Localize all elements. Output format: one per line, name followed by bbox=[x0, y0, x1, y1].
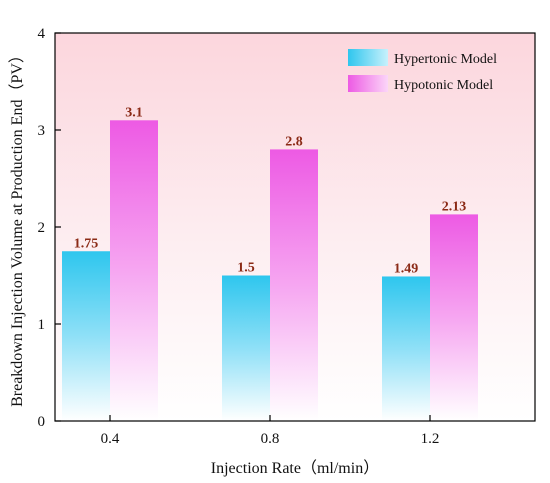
y-tick-label-3: 3 bbox=[38, 123, 46, 139]
bar-hypotonic-0 bbox=[110, 120, 158, 422]
data-label-hypotonic-0: 3.1 bbox=[125, 105, 143, 120]
data-labels-layer: 1.75 3.1 1.5 2.8 1.49 2.13 bbox=[74, 105, 467, 276]
data-label-hypertonic-0: 1.75 bbox=[74, 236, 99, 251]
x-axis: 0.4 0.8 1.2 bbox=[101, 415, 440, 447]
data-label-hypotonic-1: 2.8 bbox=[285, 134, 303, 149]
x-tick-label-0: 0.4 bbox=[101, 431, 120, 447]
legend-label-hypertonic: Hypertonic Model bbox=[394, 52, 497, 67]
data-label-hypertonic-1: 1.5 bbox=[237, 261, 255, 276]
y-tick-label-0: 0 bbox=[38, 414, 46, 430]
legend-label-hypotonic: Hypotonic Model bbox=[394, 78, 493, 93]
x-tick-label-2: 1.2 bbox=[421, 431, 440, 447]
bar-hypertonic-0 bbox=[62, 251, 110, 421]
x-tick-label-1: 0.8 bbox=[261, 431, 280, 447]
y-tick-label-1: 1 bbox=[38, 317, 46, 333]
legend-swatch-hypertonic bbox=[348, 49, 388, 66]
data-label-hypertonic-2: 1.49 bbox=[394, 261, 419, 276]
bars-layer bbox=[62, 120, 478, 422]
data-label-hypotonic-2: 2.13 bbox=[442, 199, 467, 214]
x-axis-title: Injection Rate（ml/min） bbox=[211, 459, 379, 477]
y-tick-label-4: 4 bbox=[38, 26, 46, 42]
y-axis: 0 1 2 3 4 bbox=[38, 26, 61, 430]
legend-swatch-hypotonic bbox=[348, 75, 388, 92]
bar-hypotonic-1 bbox=[270, 149, 318, 421]
legend: Hypertonic Model Hypotonic Model bbox=[348, 49, 497, 93]
bar-hypertonic-2 bbox=[382, 276, 430, 421]
bar-hypertonic-1 bbox=[222, 275, 270, 421]
y-axis-title: Breakdown Injection Volume at Production… bbox=[8, 47, 26, 407]
y-tick-label-2: 2 bbox=[38, 220, 46, 236]
bar-hypotonic-2 bbox=[430, 214, 478, 421]
